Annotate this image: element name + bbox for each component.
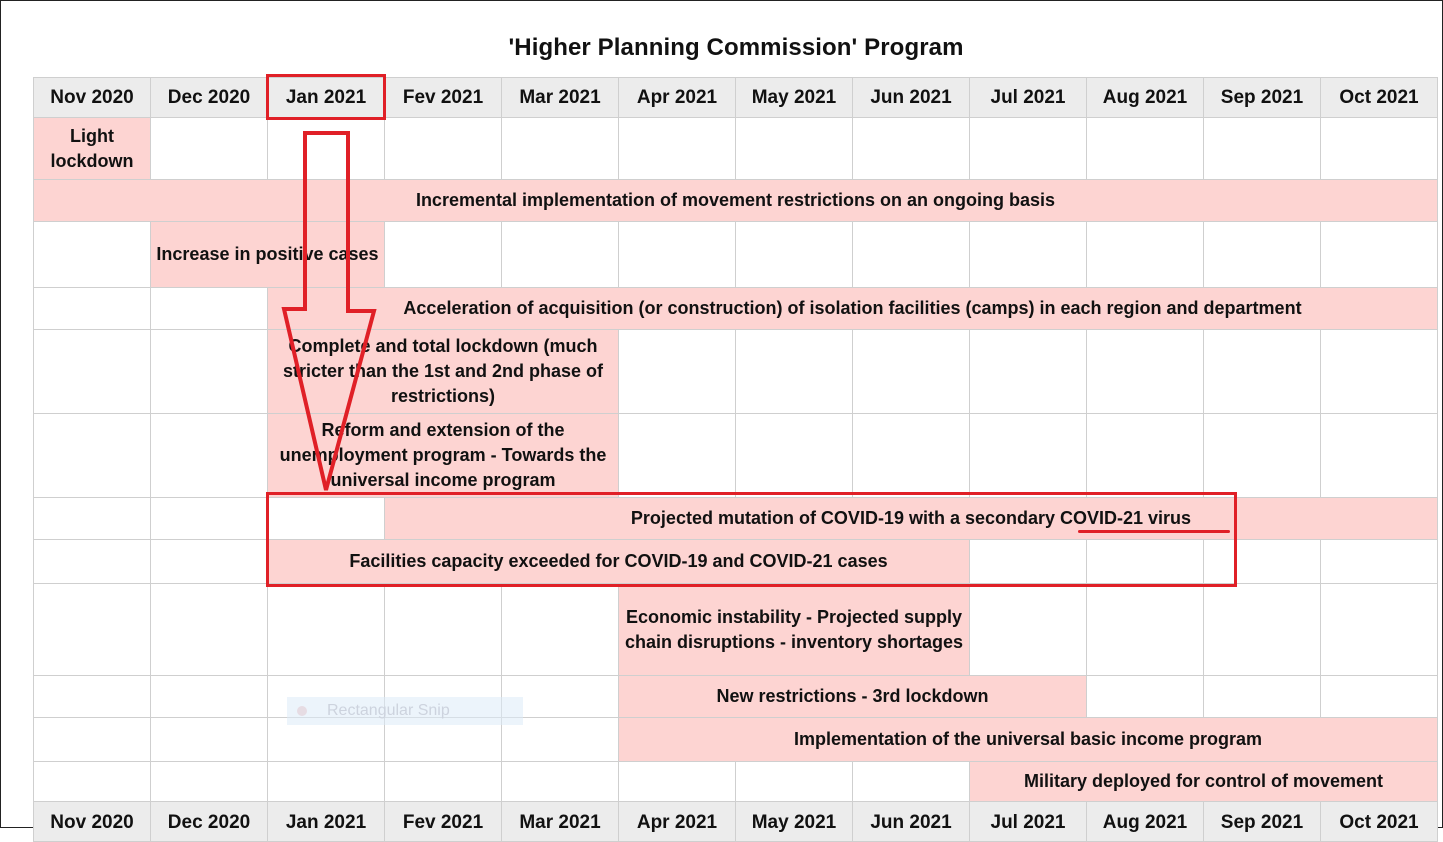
month-header-cell: Mar 2021	[501, 77, 619, 118]
empty-cell	[1086, 413, 1204, 498]
month-header-row: Nov 2020 Dec 2020 Jan 2021 Fev 2021 Mar 2021…	[33, 77, 1438, 118]
month-header-cell: Jul 2021	[969, 77, 1087, 118]
empty-cell	[1203, 117, 1321, 180]
empty-cell	[969, 329, 1087, 414]
empty-cell	[1320, 539, 1438, 584]
program-phase-bar: Implementation of the universal basic in…	[618, 717, 1438, 762]
rectangular-snip-label: Rectangular Snip	[287, 697, 523, 725]
empty-cell	[267, 583, 385, 676]
timeline-row: Military deployed for control of movemen…	[33, 761, 1438, 802]
timeline-row: New restrictions - 3rd lockdown	[33, 675, 1438, 718]
page-title: 'Higher Planning Commission' Program	[508, 34, 964, 61]
program-phase-bar: Acceleration of acquisition (or construc…	[267, 287, 1438, 330]
empty-cell	[1203, 221, 1321, 288]
month-header-cell: Oct 2021	[1320, 77, 1438, 118]
empty-cell	[33, 539, 151, 584]
empty-cell	[33, 329, 151, 414]
empty-cell	[735, 117, 853, 180]
empty-cell	[501, 583, 619, 676]
empty-cell	[1086, 675, 1204, 718]
program-phase-bar: Incremental implementation of movement r…	[33, 179, 1438, 222]
empty-cell	[852, 117, 970, 180]
month-header-cell: Fev 2021	[384, 77, 502, 118]
program-phase-bar: Economic instability - Projected supply …	[618, 583, 970, 676]
jan-2021-highlight-box	[266, 74, 386, 120]
empty-cell	[1203, 583, 1321, 676]
empty-cell	[1320, 221, 1438, 288]
covid-21-highlight-box	[266, 492, 1237, 587]
empty-cell	[1320, 413, 1438, 498]
program-phase-bar: Light lockdown	[33, 117, 151, 180]
empty-cell	[1320, 117, 1438, 180]
month-header-cell: Sep 2021	[1203, 77, 1321, 118]
timeline-row: Implementation of the universal basic in…	[33, 717, 1438, 762]
timeline-row: Acceleration of acquisition (or construc…	[33, 287, 1438, 330]
month-header-cell: May 2021	[735, 77, 853, 118]
empty-cell	[969, 583, 1087, 676]
timeline-row: Economic instability - Projected supply …	[33, 583, 1438, 676]
empty-cell	[150, 583, 268, 676]
empty-cell	[1086, 539, 1204, 584]
empty-cell	[267, 117, 385, 180]
empty-cell	[735, 221, 853, 288]
empty-cell	[150, 497, 268, 540]
month-header-cell: Apr 2021	[618, 77, 736, 118]
empty-cell	[150, 329, 268, 414]
empty-cell	[852, 413, 970, 498]
timeline-row: Increase in positive cases	[33, 221, 1438, 288]
empty-cell	[150, 413, 268, 498]
program-phase-bar: Projected mutation of COVID-19 with a se…	[384, 497, 1438, 540]
empty-cell	[1320, 583, 1438, 676]
month-header-cell: Nov 2020	[33, 77, 151, 118]
empty-cell	[150, 287, 268, 330]
month-header-cell: Dec 2020	[150, 77, 268, 118]
month-header-cell: Aug 2021	[1086, 77, 1204, 118]
program-phase-bar: Military deployed for control of movemen…	[969, 761, 1438, 802]
month-header-cell: Jan 2021	[267, 77, 385, 118]
program-phase-bar: Increase in positive cases	[150, 221, 385, 288]
timeline-row: Complete and total lockdown (much strict…	[33, 329, 1438, 414]
empty-cell	[501, 221, 619, 288]
timeline-row: Projected mutation of COVID-19 with a se…	[33, 497, 1438, 540]
empty-cell	[384, 221, 502, 288]
empty-cell	[618, 413, 736, 498]
empty-cell	[735, 761, 853, 802]
empty-cell	[33, 583, 151, 676]
empty-cell	[33, 717, 151, 762]
timeline-row: Incremental implementation of movement r…	[33, 179, 1438, 222]
covid-21-underline	[1078, 530, 1230, 533]
program-phase-bar: New restrictions - 3rd lockdown	[618, 675, 1087, 718]
empty-cell	[618, 329, 736, 414]
empty-cell	[150, 761, 268, 802]
empty-cell	[501, 117, 619, 180]
empty-cell	[1203, 413, 1321, 498]
timeline-row: Light lockdown	[33, 117, 1438, 180]
program-phase-bar: Complete and total lockdown (much strict…	[267, 329, 619, 414]
month-header-cell: Jun 2021	[852, 77, 970, 118]
